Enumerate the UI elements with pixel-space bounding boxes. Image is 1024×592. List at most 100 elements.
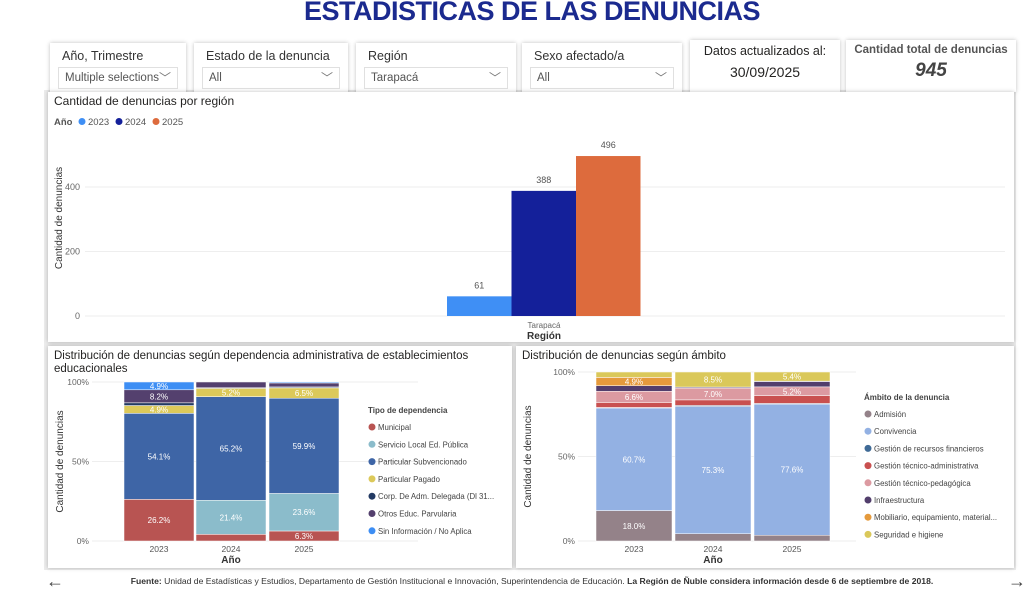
data-label: 7.0% [704,390,722,399]
bar-segment-Admisión [675,534,751,541]
legend-marker [865,514,872,521]
legend-title: Año [54,117,73,128]
data-label: 496 [601,140,616,150]
x-tick-label: 2025 [295,544,314,554]
y-tick-label: 200 [65,247,80,257]
legend-item: Seguridad e higiene [874,530,943,539]
ambito-stacked-chart: Distribución de denuncias según ámbito0%… [516,346,1014,568]
legend-item: Otros Educ. Parvularia [378,510,457,519]
bar-segment-Otros Educ. Parvularia [269,383,339,387]
total-label: Cantidad total de denuncias [846,44,1016,56]
chart-title: educacionales [54,363,128,375]
legend-marker [865,411,872,418]
dependencia-stacked-chart: Distribución de denuncias según dependen… [48,346,512,568]
legend-item: Particular Subvencionado [378,458,468,467]
legend-item: Sin Información / No Aplica [378,527,472,536]
chevron-down-icon: ﹀ [159,69,171,86]
bar-segment-Municipal [196,534,266,541]
y-tick-label: 50% [72,457,89,467]
x-tick-label: 2025 [783,544,802,554]
data-label: 23.6% [293,508,316,517]
slicer-estado: Estado de la denuncia All ﹀ [194,43,348,93]
data-label: 4.9% [150,405,168,414]
chart-title: Cantidad de denuncias por región [54,94,234,108]
bar-segment-Admisión [754,535,830,541]
legend-marker [865,531,872,538]
total-card: Cantidad total de denuncias 945 [846,40,1016,92]
y-tick-label: 0% [77,536,90,546]
x-axis-title: Región [527,331,561,342]
data-label: 5.2% [222,388,240,397]
legend-title: Ámbito de la denuncia [864,393,950,402]
y-axis-title: Cantidad de denuncias [523,405,534,507]
data-label: 21.4% [220,513,243,522]
bar-2024 [512,191,577,316]
slicer-label: Estado de la denuncia [206,49,330,63]
footer-note: La Región de Ñuble considera información… [627,576,933,586]
bar-segment-Gestión técnico-administrativa [675,400,751,406]
updated-date: 30/09/2025 [690,64,840,80]
estado-dropdown[interactable]: All ﹀ [202,67,340,89]
y-tick-label: 100% [67,377,89,387]
legend-marker [369,458,376,465]
source-label: Fuente: [131,576,162,586]
data-label: 4.9% [625,378,643,387]
slicer-label: Año, Trimestre [62,49,143,63]
y-tick-label: 100% [553,367,575,377]
data-label: 6.6% [625,393,643,402]
bar-segment-Otros Educ. Parvularia [196,382,266,388]
x-tick-label: 2023 [150,544,169,554]
bar-segment-Gestión técnico-administrativa [754,396,830,404]
legend-marker [369,475,376,482]
legend-item: Particular Pagado [378,475,441,484]
legend-item: Infraestructura [874,496,925,505]
data-label: 5.2% [783,387,801,396]
slicer-label: Sexo afectado/a [534,49,624,63]
data-label: 59.9% [293,442,316,451]
legend-marker [865,445,872,452]
chevron-down-icon: ﹀ [321,69,333,86]
y-tick-label: 400 [65,182,80,192]
dependencia-chart-card: Distribución de denuncias según dependen… [48,346,512,568]
data-label: 54.1% [148,452,171,461]
legend-marker [369,527,376,534]
dropdown-value: Multiple selections [65,72,159,84]
legend-item: Admisión [874,410,906,419]
x-tick-label: 2023 [625,544,644,554]
legend-item: Convivencia [874,427,917,436]
chart-title: Distribución de denuncias según dependen… [54,350,469,362]
region-bar-chart: Cantidad de denuncias por región Año 2023 2… [48,92,1014,342]
legend-marker [865,497,872,504]
dropdown-value: All [209,72,222,84]
y-tick-label: 0 [75,311,80,321]
x-tick-label: 2024 [222,544,241,554]
ano-trimestre-dropdown[interactable]: Multiple selections﹀ [58,67,178,89]
bar-segment-Infraestructura [754,381,830,386]
bar-segment-Sin Información / No Aplica [269,382,339,383]
bar-segment-Seguridad e higiene [596,372,672,377]
legend-item: 2025 [162,117,183,128]
legend-item: Corp. De Adm. Delegada (Dl 31... [378,492,494,501]
dropdown-value: All [537,72,550,84]
sexo-dropdown[interactable]: All﹀ [530,67,674,89]
data-label: 6.3% [295,532,313,541]
bar-segment-Gestión técnico-administrativa [596,402,672,407]
legend-item: Municipal [378,423,411,432]
source-text: Unidad de Estadísticas y Estudios, Depar… [162,576,627,586]
legend-marker [153,118,160,125]
data-label: 5.4% [783,373,801,382]
legend-marker [369,441,376,448]
legend-item: Gestión de recursos financieros [874,444,984,453]
data-label: 8.2% [150,392,168,401]
data-label: 75.3% [702,466,725,475]
y-axis-title: Cantidad de denuncias [54,167,65,269]
data-label: 6.5% [295,389,313,398]
legend-item: 2023 [88,117,109,128]
x-axis-title: Año [221,555,240,566]
region-dropdown[interactable]: Tarapacá﹀ [364,67,508,89]
data-label: 4.9% [150,382,168,391]
y-tick-label: 0% [563,536,576,546]
x-tick-label: 2024 [704,544,723,554]
data-label: 61 [474,280,484,290]
slicer-sexo: Sexo afectado/a All﹀ [522,43,682,93]
